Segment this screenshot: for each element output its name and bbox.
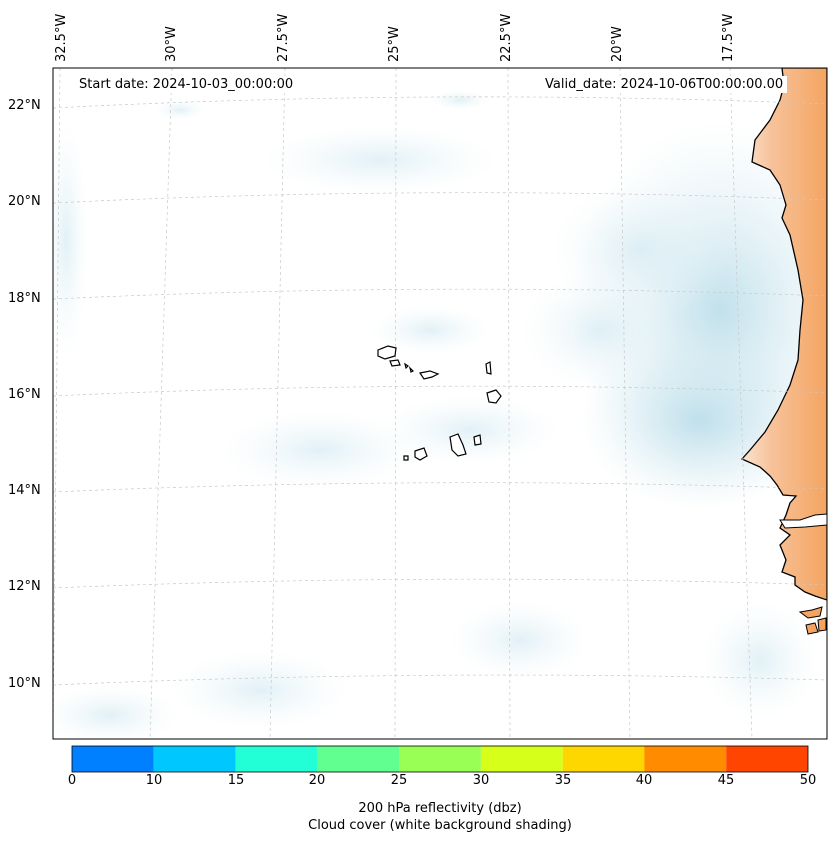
colorbar-tick-30: 30	[472, 773, 490, 788]
gridlines	[53, 68, 827, 739]
colorbar-bin-0-10	[72, 746, 154, 772]
colorbar-bin-35-40	[562, 746, 645, 772]
colorbar-bin-10-15	[153, 746, 236, 772]
lon-label-30w: 30°W	[164, 26, 179, 62]
valid-date-label: Valid_date: 2024-10-06T00:00:00.00	[541, 76, 788, 93]
colorbar-tick-0: 0	[67, 773, 77, 788]
lat-label-20n: 20°N	[8, 194, 41, 209]
colorbar-tick-50: 50	[799, 773, 817, 788]
lat-label-12n: 12°N	[8, 579, 41, 594]
colorbar-bin-45-50	[726, 746, 808, 772]
colorbar-frame	[71, 745, 809, 773]
colorbar-bin-30-35	[480, 746, 563, 772]
lon-label-17-5w: 17.5°W	[721, 13, 736, 62]
colorbar-tick-10: 10	[145, 773, 163, 788]
colorbar-tick-20: 20	[308, 773, 326, 788]
lon-label-27-5w: 27.5°W	[276, 13, 291, 62]
lat-label-22n: 22°N	[8, 98, 41, 113]
lon-label-32-5w: 32.5°W	[54, 13, 69, 62]
lat-label-10n: 10°N	[8, 676, 41, 691]
lon-label-22-5w: 22.5°W	[499, 13, 514, 62]
colorbar-tick-40: 40	[635, 773, 653, 788]
colorbar-label-cloud-cover: Cloud cover (white background shading)	[308, 818, 572, 833]
africa-coast-land	[740, 68, 827, 601]
lat-label-14n: 14°N	[8, 483, 41, 498]
lat-label-16n: 16°N	[8, 387, 41, 402]
colorbar-tick-15: 15	[227, 773, 245, 788]
colorbar	[71, 745, 809, 773]
colorbar-label-reflectivity: 200 hPa reflectivity (dbz)	[358, 801, 522, 816]
gambia-river-shape	[779, 513, 827, 529]
lon-label-25w: 25°W	[387, 26, 402, 62]
colorbar-bin-15-20	[235, 746, 318, 772]
cape-verde-islands	[377, 345, 502, 461]
cloud-cover-shading	[53, 90, 827, 739]
colorbar-bin-20-25	[317, 746, 400, 772]
colorbar-tick-25: 25	[390, 773, 408, 788]
colorbar-bin-25-30	[399, 746, 481, 772]
map-frame	[52, 67, 828, 740]
lat-label-18n: 18°N	[8, 291, 41, 306]
colorbar-tick-35: 35	[554, 773, 572, 788]
start-date-label: Start date: 2024-10-03_00:00:00	[75, 76, 298, 93]
colorbar-tick-45: 45	[717, 773, 735, 788]
guinea-bissau-islands	[798, 606, 827, 635]
colorbar-bin-40-45	[644, 746, 727, 772]
lon-label-20w: 20°W	[610, 26, 625, 62]
